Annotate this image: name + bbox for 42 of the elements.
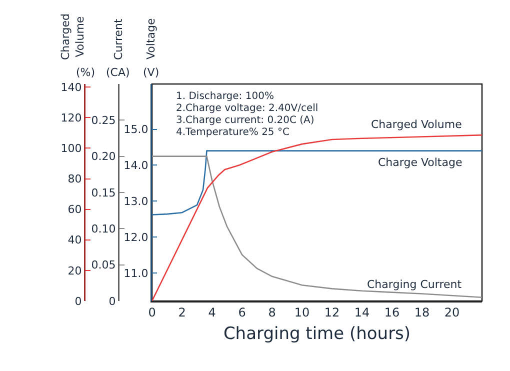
x-tick-label: 0 bbox=[148, 306, 156, 320]
y-axis-title: Voltage (V) bbox=[143, 18, 160, 79]
y3-tick-label: 40 bbox=[68, 234, 82, 247]
x-tick-label: 14 bbox=[354, 306, 370, 320]
y-tick-label: 14.0 bbox=[124, 159, 148, 172]
y3-tick-label: 20 bbox=[68, 264, 82, 278]
y3-tick-label: 60 bbox=[68, 203, 82, 216]
x-tick-label: 12 bbox=[324, 306, 340, 320]
y2-tick-label: 0.15 bbox=[91, 186, 116, 200]
y3-tick-label: 0 bbox=[74, 294, 82, 308]
y-tick-label: 12.0 bbox=[124, 230, 148, 244]
y2-tick-label: 0.25 bbox=[91, 114, 116, 128]
y3-tick-label: 140 bbox=[60, 80, 82, 94]
y3-axis-title: Charged Volume (%) bbox=[59, 14, 96, 79]
y2-tick-label: 0.10 bbox=[91, 222, 116, 236]
annotation: 3.Charge current: 0.20C (A) bbox=[176, 115, 314, 126]
annotation: 2.Charge voltage: 2.40V/cell bbox=[176, 103, 318, 114]
y2-axis-title: Current (CA) bbox=[106, 18, 130, 79]
annotation: 4.Temperature% 25 °C bbox=[176, 127, 290, 138]
x-tick-label: 10 bbox=[294, 306, 310, 320]
x-tick-label: 2 bbox=[178, 306, 186, 320]
y2-tick-label: 0 bbox=[108, 294, 116, 308]
x-tick-label: 6 bbox=[238, 306, 246, 320]
y-tick-label: 15.0 bbox=[124, 123, 148, 136]
y2-tick-label: 0.20 bbox=[91, 150, 116, 164]
y-tick-label: 13.0 bbox=[124, 194, 148, 208]
series-label: Charging Current bbox=[367, 278, 462, 291]
series-label: Charge Voltage bbox=[378, 156, 462, 169]
line-series bbox=[152, 150, 482, 216]
y3-tick-label: 80 bbox=[68, 172, 82, 186]
y2-tick-label: 0.05 bbox=[91, 258, 116, 272]
x-tick-label: 4 bbox=[208, 306, 216, 320]
series-label: Charged Volume bbox=[371, 118, 462, 131]
x-tick-label: 20 bbox=[444, 306, 460, 320]
x-tick-label: 18 bbox=[414, 306, 430, 320]
y3-tick-label: 120 bbox=[60, 111, 82, 124]
x-tick-label: 16 bbox=[384, 306, 400, 320]
x-axis-title: Charging time (hours) bbox=[223, 324, 411, 344]
annotation: 1. Discharge: 100% bbox=[176, 91, 274, 102]
y3-tick-label: 100 bbox=[60, 142, 82, 156]
x-tick-label: 8 bbox=[268, 306, 276, 320]
y-tick-label: 11.0 bbox=[124, 266, 148, 280]
